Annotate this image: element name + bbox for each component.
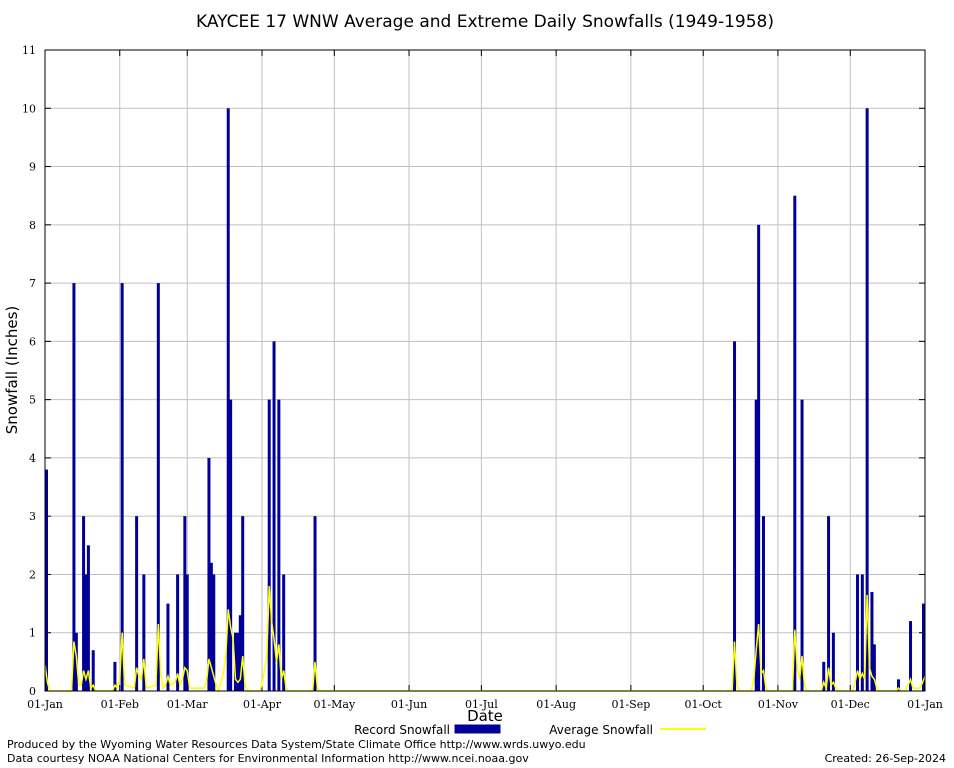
y-axis-label: Snowfall (Inches) — [3, 306, 21, 434]
x-tick-label: 01-Dec — [831, 698, 870, 711]
x-tick-label: 01-Feb — [101, 698, 139, 711]
record-snowfall-bar — [120, 283, 124, 691]
footer-created: Created: 26-Sep-2024 — [825, 752, 946, 765]
record-snowfall-bar — [209, 562, 213, 691]
y-tick-label: 5 — [29, 394, 36, 407]
record-snowfall-bar — [233, 632, 237, 691]
y-tick-label: 3 — [29, 510, 36, 523]
x-tick-label: 01-Jan — [27, 698, 63, 711]
y-tick-label: 6 — [29, 335, 36, 348]
record-snowfall-bar — [761, 516, 765, 691]
x-tick-label: 01-Jan — [907, 698, 943, 711]
footer-data-courtesy: Data courtesy NOAA National Centers for … — [7, 752, 529, 765]
x-tick-label: 01-Jul — [465, 698, 498, 711]
record-snowfall-bar — [166, 603, 170, 691]
record-snowfall-bar — [45, 469, 48, 691]
record-snowfall-bar — [754, 399, 758, 691]
record-snowfall-bar — [236, 632, 240, 691]
x-tick-label: 01-May — [313, 698, 356, 711]
x-tick-label: 01-Sep — [611, 698, 650, 711]
record-snowfall-bar — [757, 224, 761, 691]
chart-title: KAYCEE 17 WNW Average and Extreme Daily … — [196, 12, 774, 32]
record-snowfall-bar — [226, 108, 230, 692]
record-snowfall-bar — [800, 399, 804, 691]
legend-record-swatch — [454, 724, 501, 734]
y-tick-label: 10 — [22, 102, 36, 115]
record-snowfall-bar — [135, 516, 139, 691]
legend-record-label: Record Snowfall — [354, 723, 450, 737]
record-snowfall-bar — [733, 341, 737, 691]
record-snowfall-bar — [72, 283, 76, 691]
record-snowfall-bar — [267, 399, 271, 691]
y-tick-label: 7 — [29, 277, 36, 290]
record-snowfall-bar — [870, 591, 874, 691]
y-tick-label: 8 — [29, 219, 36, 232]
record-snowfall-bar — [84, 574, 88, 691]
y-tick-labels: 0 1 2 3 4 5 6 7 8 9 10 11 — [22, 44, 36, 698]
x-axis-label: Date — [467, 707, 503, 725]
record-snowfall-bar — [183, 516, 187, 691]
record-snowfall-bar — [185, 574, 189, 691]
record-snowfall-bar — [822, 661, 826, 691]
record-snowfall-bar — [156, 283, 160, 691]
x-tick-label: 01-Mar — [167, 698, 209, 711]
record-snowfall-bar — [272, 341, 276, 691]
legend-average-label: Average Snowfall — [549, 723, 653, 737]
record-snowfall-bar — [82, 516, 86, 691]
record-snowfall-bar — [896, 679, 900, 691]
x-tick-label: 01-Aug — [536, 698, 576, 711]
record-snowfall-bar — [277, 399, 281, 691]
x-tick-label: 01-Oct — [685, 698, 723, 711]
record-snowfall-bar — [229, 399, 233, 691]
record-snowfall-bar — [872, 644, 876, 691]
record-snowfall-bar — [207, 457, 211, 691]
record-snowfall-bar — [142, 574, 146, 691]
record-snowfall-bar — [855, 574, 859, 691]
record-snowfall-bar — [793, 195, 797, 691]
record-snowfall-bar — [241, 516, 245, 691]
legend: Record Snowfall Average Snowfall — [354, 723, 706, 737]
average-snowfall-line — [44, 586, 926, 694]
grid-lines — [44, 49, 926, 692]
footer-produced-by: Produced by the Wyoming Water Resources … — [7, 738, 586, 751]
record-snowfall-bar — [176, 574, 180, 691]
y-tick-label: 4 — [29, 452, 36, 465]
record-snowfall-bar — [282, 574, 286, 691]
record-snowfall-bar — [909, 621, 913, 691]
record-snowfall-bar — [865, 108, 869, 692]
y-tick-label: 2 — [29, 568, 36, 581]
record-snowfall-bar — [91, 650, 95, 691]
x-tick-labels: 01-Jan 01-Feb 01-Mar 01-Apr 01-May 01-Jun 01-J… — [27, 698, 943, 711]
record-snowfall-bar — [86, 545, 90, 691]
record-snowfall-bar — [313, 516, 317, 691]
y-tick-label: 1 — [29, 627, 36, 640]
record-snowfall-bar — [238, 615, 242, 691]
y-tick-label: 11 — [22, 44, 36, 57]
x-tick-label: 01-Nov — [758, 698, 799, 711]
record-snowfall-bar — [113, 661, 117, 691]
y-tick-label: 9 — [29, 161, 36, 174]
x-tick-label: 01-Jun — [391, 698, 427, 711]
y-tick-label: 0 — [29, 685, 36, 698]
record-bars — [45, 108, 925, 692]
record-snowfall-bar — [860, 574, 864, 691]
plot-border — [44, 49, 926, 692]
record-snowfall-bar — [922, 603, 925, 691]
record-snowfall-bar — [831, 632, 835, 691]
record-snowfall-bar — [827, 516, 831, 691]
record-snowfall-bar — [212, 574, 216, 691]
x-tick-label: 01-Apr — [243, 698, 282, 711]
